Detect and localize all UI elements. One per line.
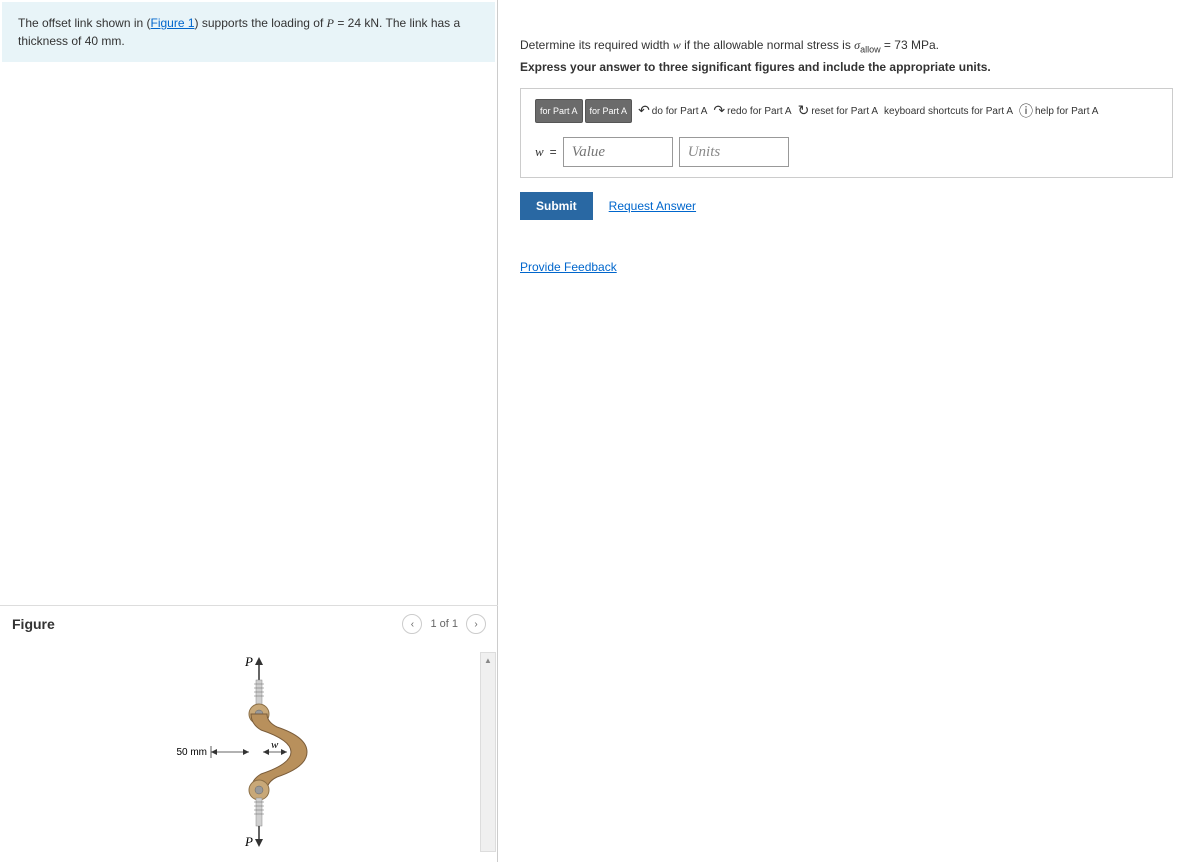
redo-icon: ↷ xyxy=(713,103,725,120)
toolbar-reset[interactable]: ↻reset for Part A xyxy=(798,103,878,120)
answer-var-label: w xyxy=(535,144,544,160)
label-P-top: P xyxy=(244,654,253,669)
figure-header: Figure ‹ 1 of 1 › xyxy=(0,605,498,642)
reset-icon: ↻ xyxy=(798,103,810,120)
value-input[interactable] xyxy=(563,137,673,167)
scroll-track[interactable] xyxy=(481,667,495,851)
var-P: P xyxy=(327,16,334,30)
answer-toolbar: for Part A for Part A ↶do for Part A ↷re… xyxy=(535,99,1158,123)
left-panel: The offset link shown in (Figure 1) supp… xyxy=(0,0,498,862)
help-icon: ⓘ xyxy=(1019,101,1033,121)
provide-feedback-link[interactable]: Provide Feedback xyxy=(520,260,617,274)
figure-body: P xyxy=(0,642,498,862)
prev-figure-button[interactable]: ‹ xyxy=(402,614,422,634)
toolbar-help[interactable]: ⓘhelp for Part A xyxy=(1019,101,1098,121)
toolbar-btn-2[interactable]: for Part A xyxy=(585,99,633,123)
equals: = xyxy=(334,16,348,30)
scroll-up-icon[interactable]: ▲ xyxy=(481,653,495,667)
answer-equals: = xyxy=(550,145,557,159)
figure-scrollbar[interactable]: ▲ xyxy=(480,652,496,852)
answer-input-row: w = Units xyxy=(535,137,1158,167)
figure-link[interactable]: Figure 1 xyxy=(151,16,195,30)
problem-statement: The offset link shown in (Figure 1) supp… xyxy=(2,2,495,62)
label-P-bottom: P xyxy=(244,834,253,849)
submit-button[interactable]: Submit xyxy=(520,192,593,220)
period: . xyxy=(121,34,124,48)
figure-section: Figure ‹ 1 of 1 › P xyxy=(0,605,498,862)
question-line1: Determine its required width w if the al… xyxy=(520,38,1173,54)
figure-counter: 1 of 1 xyxy=(430,618,458,630)
answer-box: for Part A for Part A ↶do for Part A ↷re… xyxy=(520,88,1173,178)
figure-diagram: P xyxy=(149,652,349,852)
submit-row: Submit Request Answer xyxy=(520,192,1173,220)
problem-text: ) supports the loading of xyxy=(195,16,327,30)
figure-nav: ‹ 1 of 1 › xyxy=(402,614,486,634)
dim-50mm: 50 mm xyxy=(176,747,207,758)
figure-title: Figure xyxy=(12,616,55,632)
units-input[interactable]: Units xyxy=(679,137,789,167)
toolbar-keyboard[interactable]: keyboard shortcuts for Part A xyxy=(884,106,1013,117)
question-line2: Express your answer to three significant… xyxy=(520,60,1173,74)
P-value: 24 kN xyxy=(348,16,379,30)
undo-icon: ↶ xyxy=(638,103,650,120)
toolbar-redo[interactable]: ↷redo for Part A xyxy=(713,103,791,120)
thickness: 40 mm xyxy=(85,34,122,48)
toolbar-btn-1[interactable]: for Part A xyxy=(535,99,583,123)
dim-w: w xyxy=(271,739,279,751)
right-panel: Determine its required width w if the al… xyxy=(500,0,1193,862)
request-answer-link[interactable]: Request Answer xyxy=(609,199,696,213)
problem-text: The offset link shown in ( xyxy=(18,16,151,30)
toolbar-undo[interactable]: ↶do for Part A xyxy=(638,103,707,120)
next-figure-button[interactable]: › xyxy=(466,614,486,634)
